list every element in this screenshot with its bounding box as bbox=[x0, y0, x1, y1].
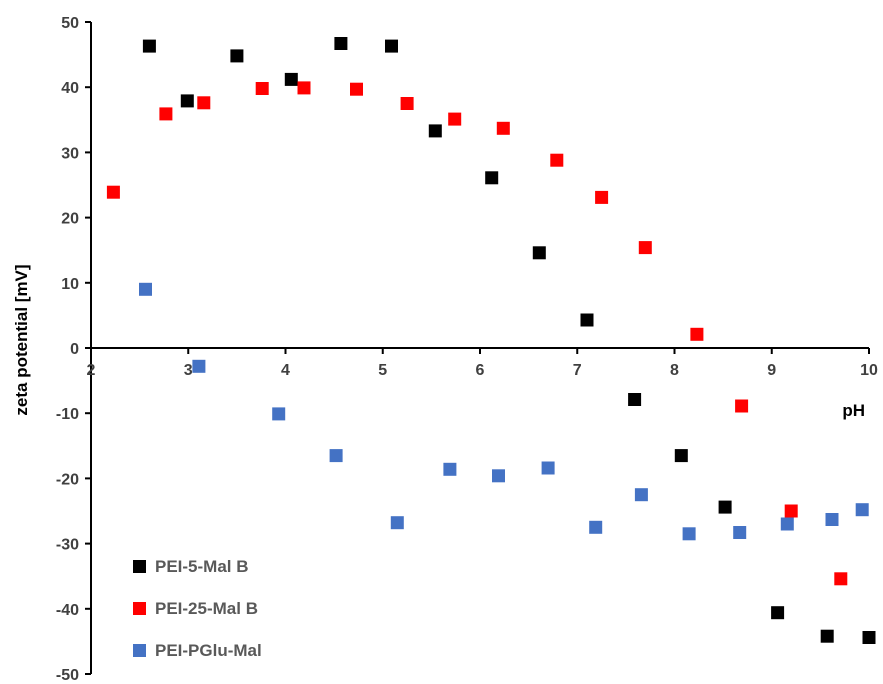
data-point bbox=[334, 37, 348, 50]
data-point bbox=[820, 629, 834, 643]
data-point bbox=[771, 606, 785, 620]
data-point bbox=[297, 81, 311, 95]
data-point bbox=[628, 393, 642, 406]
x-tick-label: 2 bbox=[87, 362, 96, 379]
data-point bbox=[541, 461, 555, 475]
data-point bbox=[718, 500, 732, 514]
data-point bbox=[674, 449, 688, 463]
data-point bbox=[496, 121, 510, 135]
data-point bbox=[272, 407, 286, 421]
data-point bbox=[230, 49, 244, 63]
data-point bbox=[532, 246, 546, 260]
data-point bbox=[733, 526, 747, 539]
data-point bbox=[400, 97, 414, 110]
data-point bbox=[329, 449, 343, 463]
series-pei-25-mal-b bbox=[106, 81, 848, 586]
legend-item: PEI-5-Mal B bbox=[133, 557, 249, 576]
legend-marker bbox=[133, 560, 146, 573]
data-point bbox=[589, 520, 603, 534]
data-points bbox=[106, 37, 876, 644]
data-point bbox=[443, 462, 457, 476]
data-point bbox=[825, 513, 839, 526]
y-tick-label: -10 bbox=[56, 406, 79, 423]
data-point bbox=[255, 82, 269, 95]
y-tick-label: 40 bbox=[61, 80, 79, 97]
x-tick-label: 9 bbox=[767, 362, 776, 379]
data-point bbox=[390, 516, 404, 530]
data-point bbox=[550, 153, 564, 167]
x-tick-label: 3 bbox=[184, 362, 193, 379]
legend: PEI-5-Mal B PEI-25-Mal B PEI-PGlu-Mal bbox=[133, 557, 262, 660]
data-point bbox=[448, 112, 462, 126]
x-tick-label: 5 bbox=[378, 362, 387, 379]
x-axis-title: pH bbox=[842, 401, 865, 420]
y-tick-label: 20 bbox=[61, 211, 79, 228]
data-point bbox=[106, 185, 120, 199]
legend-label: PEI-25-Mal B bbox=[155, 599, 258, 618]
y-tick-label: -40 bbox=[56, 602, 79, 619]
y-tick-label: -30 bbox=[56, 537, 79, 554]
y-tick-label: -50 bbox=[56, 667, 79, 684]
series-pei-pglu-mal bbox=[139, 282, 869, 541]
data-point bbox=[350, 82, 363, 96]
x-tick-label: 8 bbox=[670, 362, 679, 379]
data-point bbox=[855, 503, 869, 517]
series-pei-5-mal-b bbox=[142, 37, 876, 644]
data-point bbox=[780, 517, 794, 531]
data-point bbox=[492, 469, 505, 483]
x-tick-label: 6 bbox=[476, 362, 485, 379]
data-point bbox=[385, 39, 398, 53]
y-tick-label: 30 bbox=[61, 145, 79, 162]
x-tick-label: 10 bbox=[860, 362, 878, 379]
data-point bbox=[428, 124, 442, 138]
legend-marker bbox=[133, 602, 146, 615]
legend-marker bbox=[133, 644, 146, 657]
data-point bbox=[862, 631, 876, 644]
legend-item: PEI-PGlu-Mal bbox=[133, 641, 262, 660]
data-point bbox=[192, 359, 206, 373]
axes bbox=[85, 21, 870, 675]
y-axis-title: zeta potential [mV] bbox=[12, 264, 31, 415]
y-tick-label: 10 bbox=[61, 276, 79, 293]
data-point bbox=[595, 190, 609, 204]
data-point bbox=[690, 327, 704, 341]
data-point bbox=[580, 313, 594, 327]
data-point bbox=[159, 107, 173, 121]
y-tick-label: 0 bbox=[70, 341, 79, 358]
y-tick-label: -20 bbox=[56, 471, 79, 488]
data-point bbox=[139, 282, 152, 296]
data-point bbox=[197, 96, 211, 110]
x-tick-label: 4 bbox=[281, 362, 290, 379]
legend-item: PEI-25-Mal B bbox=[133, 599, 258, 618]
y-tick-label: 50 bbox=[61, 15, 79, 32]
data-point bbox=[634, 488, 648, 502]
x-tick-label: 7 bbox=[573, 362, 582, 379]
data-point bbox=[834, 572, 848, 586]
data-point bbox=[284, 72, 298, 86]
legend-label: PEI-PGlu-Mal bbox=[155, 641, 262, 660]
data-point bbox=[735, 399, 749, 413]
data-point bbox=[682, 527, 696, 541]
legend-label: PEI-5-Mal B bbox=[155, 557, 249, 576]
data-point bbox=[485, 171, 499, 185]
data-point bbox=[784, 504, 798, 518]
y-tick-labels: 50 40 30 20 10 0 -10 -20 -30 -40 -50 bbox=[56, 15, 79, 684]
data-point bbox=[142, 39, 156, 53]
data-point bbox=[180, 94, 194, 108]
x-tick-labels: 2 3 4 5 6 7 8 9 10 bbox=[87, 362, 878, 379]
data-point bbox=[638, 241, 652, 255]
